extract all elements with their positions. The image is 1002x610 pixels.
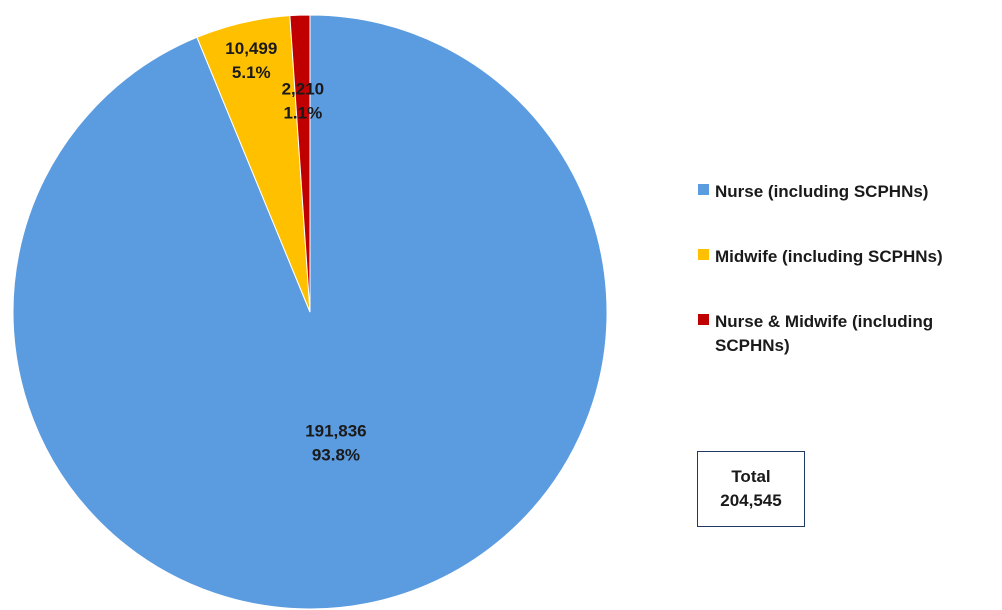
legend-label: Midwife (including SCPHNs)	[715, 247, 943, 266]
percent-label: 5.1%	[232, 63, 271, 82]
value-label: 10,499	[225, 39, 277, 58]
percent-label: 1.1%	[283, 104, 322, 123]
value-label: 191,836	[305, 422, 366, 441]
legend-swatch	[698, 314, 709, 325]
total-label: Total	[731, 467, 771, 486]
legend-swatch	[698, 249, 709, 260]
legend-item: Midwife (including SCPHNs)	[698, 245, 998, 269]
value-label: 2,210	[282, 80, 325, 99]
legend-item: Nurse & Midwife (including SCPHNs)	[698, 310, 998, 358]
pie-slice	[289, 14, 311, 313]
legend-label: Nurse (including SCPHNs)	[715, 182, 929, 201]
legend-item: Nurse (including SCPHNs)	[698, 180, 998, 204]
percent-label: 93.8%	[312, 446, 360, 465]
legend-swatch	[698, 184, 709, 195]
total-box: Total 204,545	[697, 451, 805, 527]
total-value: 204,545	[720, 491, 782, 510]
legend-label: Nurse & Midwife (including SCPHNs)	[715, 312, 934, 355]
